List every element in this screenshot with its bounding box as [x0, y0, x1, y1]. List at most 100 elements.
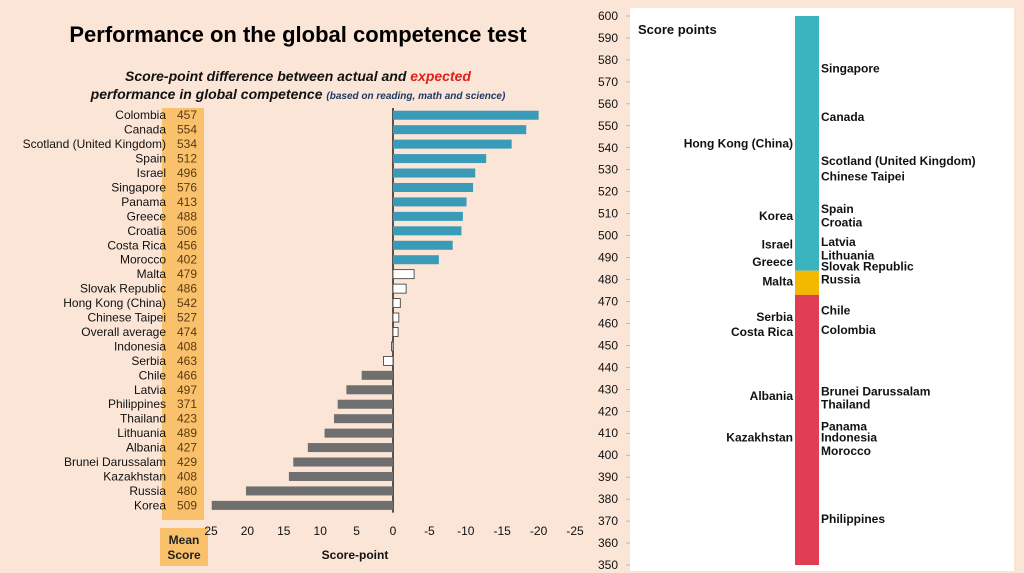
country-label-right: Spain: [821, 202, 854, 216]
y-tick-label: 550: [598, 119, 618, 133]
category-label: Costa Rica: [107, 238, 166, 252]
category-label: Malta: [137, 267, 167, 281]
y-tick-label: 560: [598, 97, 618, 111]
category-label: Israel: [137, 166, 166, 180]
mean-score-value: 496: [177, 166, 197, 180]
mean-score-header-box: [160, 528, 208, 566]
y-tick-label: 420: [598, 404, 618, 418]
bar: [392, 298, 401, 308]
country-label-right: Slovak Republic: [821, 259, 914, 273]
mean-score-value: 576: [177, 180, 197, 194]
score-band: [795, 16, 819, 271]
x-tick-label: 0: [390, 524, 397, 538]
chart-title: Performance on the global competence tes…: [69, 22, 527, 47]
y-tick-label: 590: [598, 31, 618, 45]
mean-score-value: 527: [177, 311, 197, 325]
country-label-right: Morocco: [821, 444, 871, 458]
mean-score-header-line1: Mean: [169, 533, 200, 547]
y-tick-label: 460: [598, 316, 618, 330]
category-label: Spain: [135, 152, 166, 166]
category-label: Slovak Republic: [80, 282, 166, 296]
bar: [393, 125, 527, 135]
mean-score-value: 474: [177, 325, 197, 339]
bar: [393, 211, 463, 221]
bar: [392, 269, 415, 280]
mean-score-value: 534: [177, 137, 197, 151]
y-tick-label: 450: [598, 338, 618, 352]
bar: [393, 110, 539, 120]
country-label-right: Chile: [821, 303, 851, 317]
category-label: Kazakhstan: [103, 469, 166, 483]
category-label: Lithuania: [117, 426, 166, 440]
chart-subtitle-line2: performance in global competence (based …: [0, 86, 596, 102]
mean-score-value: 489: [177, 426, 197, 440]
country-label-right: Lithuania: [821, 248, 875, 262]
bar: [393, 255, 439, 265]
mean-score-value: 402: [177, 253, 197, 267]
category-label: Croatia: [127, 224, 166, 238]
bar: [211, 500, 393, 510]
mean-score-value: 488: [177, 209, 197, 223]
y-tick-label: 410: [598, 426, 618, 440]
mean-score-value: 429: [177, 455, 197, 469]
bar: [393, 154, 487, 164]
bar: [288, 471, 393, 481]
mean-score-value: 542: [177, 296, 197, 310]
x-tick-label: 5: [353, 524, 360, 538]
x-tick-label: -20: [530, 524, 548, 538]
y-tick-label: 570: [598, 75, 618, 89]
category-label: Serbia: [131, 354, 166, 368]
country-label-right: Indonesia: [821, 431, 877, 445]
category-label: Chile: [139, 368, 167, 382]
y-tick-label: 440: [598, 360, 618, 374]
mean-score-value: 506: [177, 224, 197, 238]
y-tick-label: 470: [598, 294, 618, 308]
country-label-right: Colombia: [821, 323, 876, 337]
category-label: Singapore: [111, 180, 166, 194]
x-tick-label: 20: [241, 524, 255, 538]
score-scale-chart: 350 360 370 380 390 400 410 420 430 440 450 460 470 4…: [598, 8, 1014, 572]
mean-score-value: 457: [177, 108, 197, 122]
mean-score-value: 554: [177, 123, 197, 137]
category-label: Panama: [121, 195, 166, 209]
country-label-right: Russia: [821, 273, 861, 287]
y-tick-label: 430: [598, 382, 618, 396]
bar: [393, 139, 512, 149]
y-tick-label: 350: [598, 558, 618, 572]
y-tick-label: 530: [598, 163, 618, 177]
y-tick-label: 390: [598, 470, 618, 484]
bar: [334, 414, 393, 424]
country-label-right: Croatia: [821, 215, 863, 229]
country-label-left: Malta: [762, 275, 793, 289]
country-label-right: Panama: [821, 420, 867, 434]
scale-title: Score points: [638, 22, 717, 37]
bar: [393, 226, 462, 236]
category-label: Philippines: [108, 397, 166, 411]
category-label: Canada: [124, 123, 166, 137]
mean-score-value: 497: [177, 383, 197, 397]
mean-score-value: 463: [177, 354, 197, 368]
mean-score-header-line2: Score: [167, 548, 201, 562]
x-tick-label: -10: [457, 524, 475, 538]
mean-score-value: 408: [177, 469, 197, 483]
plot-area: [630, 8, 1014, 571]
mean-score-value: 413: [177, 195, 197, 209]
subtitle-highlight: expected: [410, 68, 471, 84]
category-label: Korea: [134, 498, 166, 512]
bar: [337, 399, 393, 409]
bar: [324, 428, 393, 438]
country-label-left: Serbia: [756, 310, 793, 324]
category-label: Overall average: [81, 325, 166, 339]
x-tick-label: -5: [424, 524, 435, 538]
y-tick-label: 490: [598, 251, 618, 265]
bar: [346, 385, 393, 395]
y-tick-label: 360: [598, 536, 618, 550]
mean-score-value: 371: [177, 397, 197, 411]
country-label-right: Canada: [821, 110, 865, 124]
y-tick-label: 370: [598, 514, 618, 528]
left-panel: Performance on the global competence tes…: [0, 0, 596, 573]
category-label: Chinese Taipei: [88, 311, 167, 325]
y-tick-label: 480: [598, 273, 618, 287]
mean-score-value: 408: [177, 339, 197, 353]
